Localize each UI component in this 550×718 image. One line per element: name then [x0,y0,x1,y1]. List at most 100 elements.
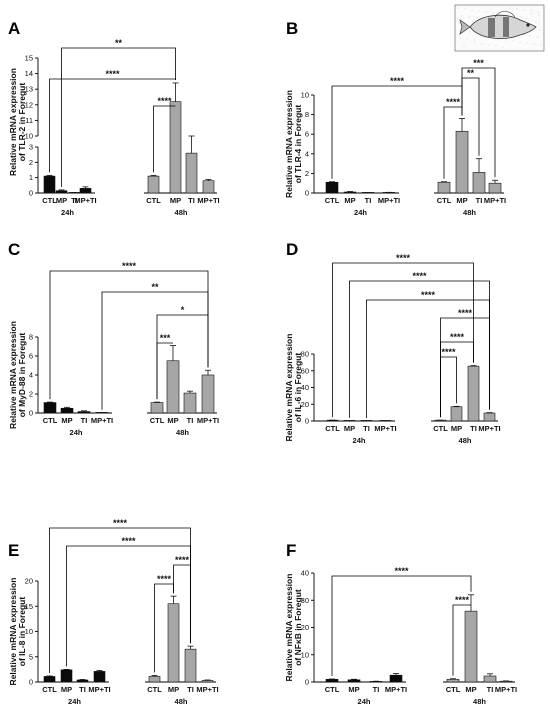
y-tick-label: 10 [301,91,309,100]
category-label: MP [451,424,462,433]
panel-letter: C [8,240,20,259]
fish-speckle [509,7,511,9]
category-label: CTL [42,196,57,205]
significance-bracket [440,317,490,418]
significance-bracket [332,262,474,418]
bar [60,669,73,683]
significance-bracket [331,85,463,179]
category-label: MP [61,416,72,425]
category-label: MP [344,196,355,205]
category-label: MP+TI [374,424,396,433]
bar [450,406,463,422]
bar [43,175,56,194]
significance-label: **** [450,332,465,342]
category-label: TI [187,685,194,694]
fish-speckle [499,13,501,15]
y-tick-label: 60 [301,366,309,375]
fish-speckle [481,43,483,45]
group-label: 24h [358,697,371,706]
significance-label: **** [113,518,128,528]
bar [325,181,339,194]
category-label: CTL [325,196,340,205]
y-axis-title: of IL-6 in Foregut [293,353,303,423]
panel-letter: B [286,19,298,38]
significance-label: **** [390,76,405,86]
significance-label: **** [157,574,172,584]
fish-speckle [528,20,530,22]
bar [77,411,91,414]
bar [60,407,74,414]
category-label: TI [487,685,494,694]
significance-label: **** [396,253,411,263]
fish-speckle [492,12,494,14]
fish-speckle [463,45,465,47]
significance-label: **** [394,566,409,576]
bar [455,130,469,194]
significance-label: **** [157,96,172,106]
y-axis-title: Relative mRNA expression [8,578,18,686]
group-label: 48h [175,208,188,217]
fish-speckle [459,37,461,39]
y-tick-label: 0 [29,189,33,198]
significance-label: **** [455,595,470,605]
y-tick-label: 2 [305,169,309,178]
significance-label: **** [446,97,461,107]
category-label: MP+TI [91,416,113,425]
category-label: MP [456,196,467,205]
fish-fin [494,11,516,18]
fish-speckle [475,17,477,19]
category-label: MP+TI [197,196,219,205]
significance-bracket [331,575,472,677]
bar [347,679,361,683]
category-label: MP+TI [495,685,517,694]
bar [55,190,68,194]
panel-letter: A [8,19,20,38]
significance-bracket [452,604,471,676]
y-tick-label: 2 [29,390,33,399]
significance-bracket [153,105,176,173]
y-tick-label: 8 [29,333,33,342]
fish-speckle [529,35,531,37]
bar [389,674,403,683]
bar [483,675,497,683]
y-axis-title: Relative mRNA expression [284,90,294,198]
significance-label: **** [421,290,436,300]
y-tick-label: 15 [25,54,33,63]
fish-speckle [530,10,532,12]
category-label: CTL [147,685,162,694]
category-label: MP+TI [197,416,219,425]
y-tick-label: 20 [25,577,33,586]
fish-speckle [457,7,459,9]
category-label: MP [56,196,67,205]
significance-bracket [156,314,209,400]
category-label: MP [465,685,476,694]
group-label: 24h [70,428,83,437]
category-label: TI [71,196,78,205]
fish-speckle [516,8,518,10]
bar [488,182,502,194]
significance-label: *** [473,58,484,68]
significance-bracket [461,67,496,178]
panel-c: C 0 2 4 6 8 Relative mRNA expression of MyD-88 … [8,240,219,437]
significance-label: ** [115,38,123,48]
bar [167,603,180,683]
fish-speckle [461,15,463,17]
y-tick-label: 0 [305,189,309,198]
y-axis-title: Relative mRNA expression [284,334,294,442]
fish-speckle [506,14,508,16]
y-tick-label: 1 [29,173,33,182]
bar [437,181,451,194]
y-tick-label: 0 [29,678,33,687]
category-label: CTL [43,416,58,425]
significance-bracket [49,78,176,173]
y-axis-title: Relative mRNA expression [8,68,18,176]
fish-speckle [523,9,525,11]
y-axis-title: Relative mRNA expression [8,321,18,429]
fish-speckle [478,10,480,12]
y-tick-label: 13 [25,85,33,94]
y-tick-label: 5 [29,652,33,661]
fish-speckle [473,39,475,41]
category-label: MP+TI [88,685,110,694]
